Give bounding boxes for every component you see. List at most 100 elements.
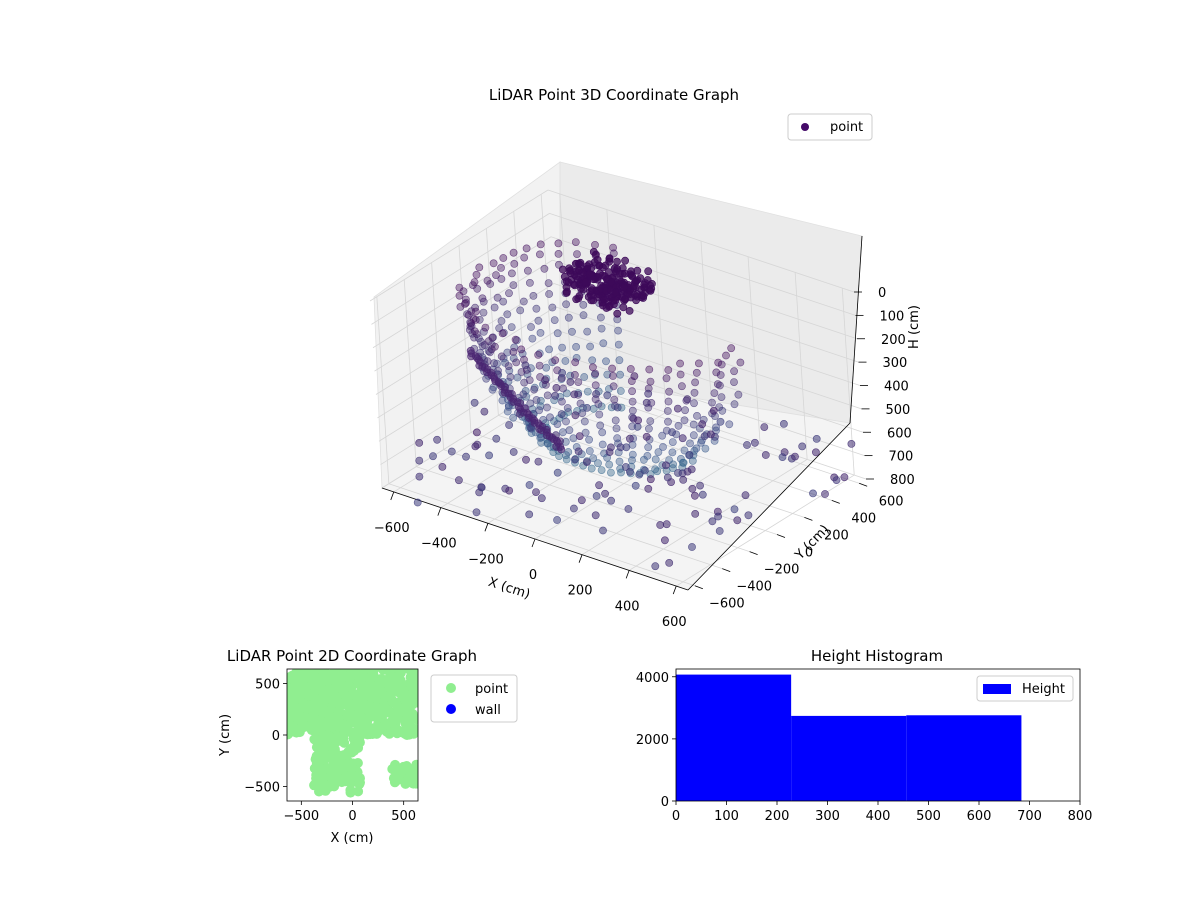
point-3d — [507, 323, 516, 331]
point-2d — [316, 744, 327, 755]
ticks-2d: −500 0 500 −500 0 500 — [244, 677, 416, 824]
point-3d — [609, 382, 618, 391]
point-3d — [570, 504, 578, 513]
point-3d — [559, 428, 567, 437]
legend-height-label: Height — [1022, 682, 1065, 697]
point-3d — [471, 442, 480, 451]
point-3d — [455, 291, 464, 300]
point-3d — [519, 390, 528, 399]
point-3d — [553, 420, 562, 428]
z-axis-label-3d: H (cm) — [907, 305, 922, 349]
point-3d — [498, 396, 507, 405]
point-3d — [565, 426, 574, 435]
chart-2d-title: LiDAR Point 2D Coordinate Graph — [227, 647, 477, 665]
point-3d — [592, 390, 600, 398]
point-3d — [640, 280, 648, 289]
point-3d — [497, 317, 506, 325]
point-3d — [506, 373, 515, 381]
point-3d — [591, 511, 600, 520]
point-3d — [674, 469, 682, 477]
point-3d — [581, 278, 590, 286]
z-tick-label: 0 — [878, 286, 886, 301]
point-3d — [470, 278, 479, 286]
point-3d — [658, 431, 667, 440]
point-3d — [626, 434, 634, 443]
legend-height-swatch — [983, 684, 1011, 694]
legend-3d: point — [787, 113, 873, 141]
point-3d — [536, 240, 545, 249]
point-3d — [566, 378, 575, 386]
point-3d — [558, 265, 567, 274]
point-3d — [646, 286, 655, 295]
point-3d — [527, 323, 535, 331]
point-3d — [454, 476, 463, 485]
x-tick-label-hist: 100 — [714, 809, 739, 824]
x-tick-label: −600 — [374, 521, 410, 536]
point-3d — [575, 432, 584, 440]
y-tick-mark — [694, 585, 703, 590]
point-2d — [356, 695, 367, 706]
point-3d — [677, 454, 685, 463]
point-3d — [576, 399, 585, 408]
point-3d — [585, 270, 594, 279]
point-3d — [664, 366, 673, 374]
x-tick-label-hist: 800 — [1068, 809, 1093, 824]
point-3d — [727, 344, 736, 353]
point-2d — [329, 712, 340, 723]
point-3d — [429, 452, 437, 461]
point-3d — [509, 281, 518, 289]
point-3d — [669, 464, 677, 473]
point-3d — [716, 381, 724, 390]
point-3d — [733, 516, 742, 525]
point-3d — [489, 259, 498, 268]
y-tick-mark — [859, 482, 868, 487]
x-tick-mark — [437, 507, 442, 516]
histogram-bar — [906, 715, 1022, 801]
point-3d — [710, 389, 719, 397]
x-tick-label-hist: 200 — [765, 809, 790, 824]
grid-line — [443, 449, 750, 552]
point-3d — [686, 439, 694, 448]
point-3d — [628, 406, 637, 415]
point-3d — [701, 444, 710, 453]
point-3d — [570, 390, 579, 399]
y-tick-label: 0 — [805, 546, 813, 561]
x-tick-label: 600 — [662, 615, 687, 630]
point-3d — [535, 406, 544, 415]
y-tick-label: 200 — [824, 528, 849, 543]
point-3d — [615, 457, 624, 466]
point-3d — [467, 319, 476, 327]
point-3d — [512, 358, 521, 367]
point-2d — [287, 672, 294, 683]
point-3d — [571, 238, 580, 246]
points-3d — [413, 238, 856, 571]
point-3d — [662, 520, 671, 529]
point-3d — [688, 543, 696, 551]
point-3d — [472, 330, 481, 338]
point-2d — [301, 687, 312, 698]
grid-line — [470, 432, 778, 535]
point-3d — [504, 362, 513, 370]
y-tick-mark — [722, 568, 731, 573]
point-3d — [592, 492, 601, 500]
point-3d — [603, 391, 612, 400]
point-3d — [709, 406, 718, 415]
point-2d — [309, 671, 320, 682]
grid-line — [371, 213, 550, 325]
point-2d — [355, 672, 366, 683]
point-2d — [301, 669, 312, 679]
point-3d — [645, 424, 653, 433]
point-3d — [708, 517, 717, 526]
y-tick-mark — [749, 551, 758, 555]
point-3d — [751, 438, 759, 447]
y-tick-label: −600 — [709, 597, 745, 612]
point-3d — [698, 490, 707, 499]
legend-hist: Height — [976, 675, 1074, 702]
point-3d — [577, 284, 585, 293]
point-3d — [628, 450, 637, 459]
point-3d — [572, 295, 581, 304]
point-3d — [691, 378, 699, 387]
point-3d — [553, 468, 562, 477]
point-3d — [475, 263, 484, 272]
point-3d — [526, 278, 534, 287]
